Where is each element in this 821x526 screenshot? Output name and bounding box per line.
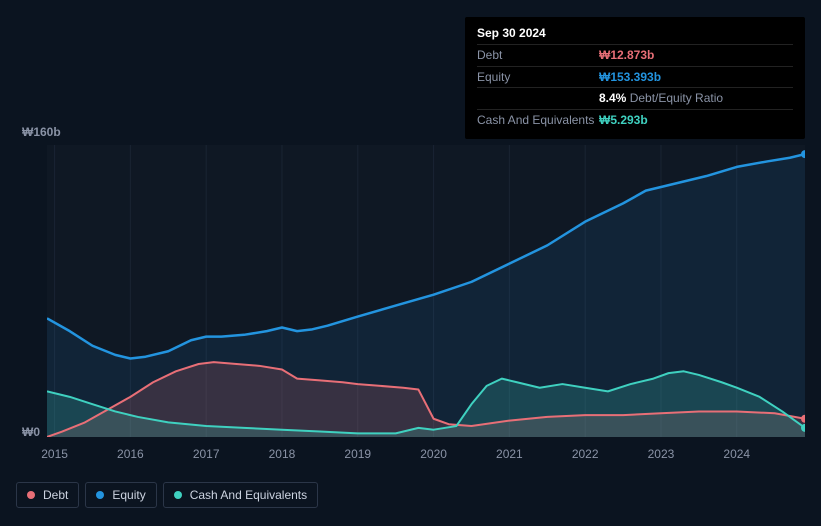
tooltip-ratio-value: 8.4% (599, 91, 626, 105)
xaxis-tick: 2017 (193, 447, 220, 461)
tooltip-label: Debt (477, 47, 599, 64)
tooltip-value: ₩12.873b (599, 47, 654, 64)
tooltip-label: Equity (477, 69, 599, 86)
tooltip-date: Sep 30 2024 (477, 25, 793, 42)
legend-item-debt[interactable]: Debt (16, 482, 79, 508)
chart-tooltip: Sep 30 2024 Debt₩12.873bEquity₩153.393b 8.… (465, 17, 805, 139)
legend-dot (27, 491, 35, 499)
xaxis-tick: 2022 (572, 447, 599, 461)
legend-dot (174, 491, 182, 499)
xaxis-tick: 2023 (648, 447, 675, 461)
xaxis-tick: 2024 (723, 447, 750, 461)
legend: Debt Equity Cash And Equivalents (16, 482, 318, 508)
tooltip-value: ₩5.293b (599, 112, 648, 129)
xaxis-tick: 2016 (117, 447, 144, 461)
tooltip-label: Cash And Equivalents (477, 112, 599, 129)
xaxis-tick: 2021 (496, 447, 523, 461)
xaxis-tick: 2019 (344, 447, 371, 461)
legend-label: Debt (43, 488, 68, 502)
xaxis-tick: 2020 (420, 447, 447, 461)
legend-label: Equity (112, 488, 145, 502)
tooltip-label (477, 90, 599, 107)
legend-dot (96, 491, 104, 499)
legend-item-equity[interactable]: Equity (85, 482, 156, 508)
legend-label: Cash And Equivalents (190, 488, 307, 502)
yaxis-min-label: ₩0 (22, 425, 40, 439)
xaxis-tick: 2018 (269, 447, 296, 461)
yaxis-max-label: ₩160b (22, 125, 61, 139)
xaxis-tick: 2015 (41, 447, 68, 461)
xaxis: 2015 2016 2017 2018 2019 2020 2021 2022 2023 2024 (16, 447, 805, 467)
tooltip-ratio-label: Debt/Equity Ratio (626, 91, 723, 105)
tooltip-value: ₩153.393b (599, 69, 661, 86)
legend-item-cash-and-equivalents[interactable]: Cash And Equivalents (163, 482, 318, 508)
line-area-chart (47, 145, 805, 437)
